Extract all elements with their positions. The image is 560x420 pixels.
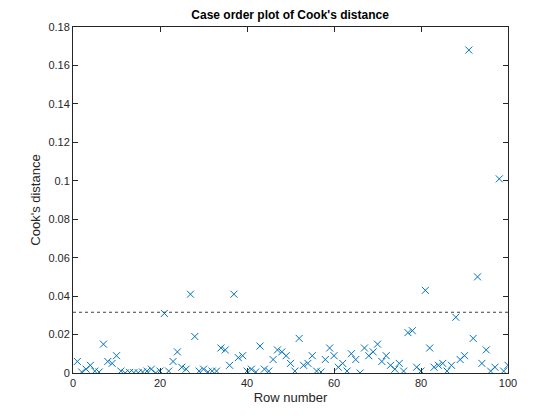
svg-text:0.06: 0.06 — [48, 252, 69, 264]
svg-text:Row number: Row number — [254, 390, 328, 405]
svg-text:80: 80 — [415, 377, 427, 389]
svg-text:0.02: 0.02 — [48, 328, 69, 340]
svg-text:0.18: 0.18 — [48, 21, 69, 33]
svg-text:40: 40 — [241, 377, 253, 389]
svg-text:0.16: 0.16 — [48, 59, 69, 71]
svg-text:0.12: 0.12 — [48, 136, 69, 148]
svg-text:20: 20 — [154, 377, 166, 389]
svg-text:Cook's distance: Cook's distance — [28, 154, 43, 245]
svg-text:60: 60 — [328, 377, 340, 389]
svg-text:0: 0 — [70, 377, 76, 389]
svg-text:0.14: 0.14 — [48, 98, 69, 110]
svg-text:0.08: 0.08 — [48, 213, 69, 225]
svg-text:100: 100 — [499, 377, 517, 389]
svg-text:Case order plot of Cook's dist: Case order plot of Cook's distance — [191, 8, 389, 22]
svg-text:0.04: 0.04 — [48, 290, 69, 302]
svg-text:0.1: 0.1 — [55, 175, 70, 187]
svg-text:0: 0 — [64, 367, 70, 379]
